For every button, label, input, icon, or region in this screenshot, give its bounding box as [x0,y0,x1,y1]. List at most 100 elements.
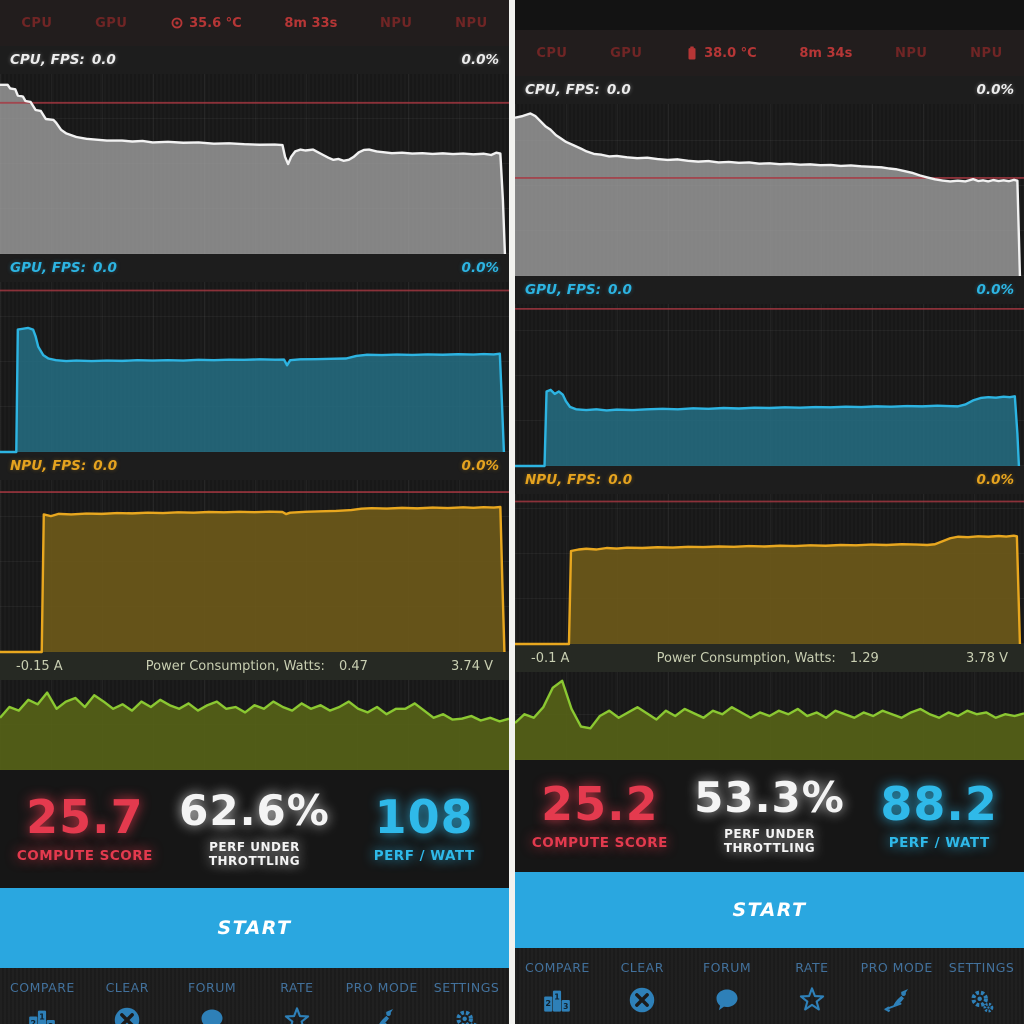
nav-item-label: SETTINGS [948,960,1015,975]
npu-fps-value: 0.0 [93,458,118,474]
nav-item-pro-mode[interactable]: PRO MODE [854,960,939,1024]
settings-icon [453,1006,481,1024]
nav-item-label: COMPARE [10,980,75,995]
throttling-score: 62.6% PERF UNDER THROTTLING [170,785,340,869]
npu-percent-value: 0.0% [976,472,1014,488]
nav-item-settings[interactable]: SETTINGS [424,980,509,1024]
power-consumption-chart [515,672,1024,760]
settings-icon [968,986,996,1014]
nav-item-pro-mode[interactable]: PRO MODE [339,980,424,1024]
rate-icon [283,1006,311,1024]
nav-item-label: FORUM [702,960,752,975]
perf-per-watt-label: PERF / WATT [373,848,475,864]
tab-gpu[interactable]: GPU [610,45,643,61]
compute-score-value: 25.2 [541,777,659,831]
npu-fps-value: 0.0 [608,472,633,488]
compare-icon: 213 [28,1006,56,1024]
watts-value: 1.29 [849,650,879,666]
compute-score: 25.7 COMPUTE SCORE [0,794,170,864]
tab-npu-1[interactable]: NPU [895,45,928,61]
nav-item-label: SETTINGS [433,980,500,995]
cpu-percent-value: 0.0% [976,82,1014,98]
voltage-value: 3.78 V [966,650,1008,666]
start-button[interactable]: START [515,872,1024,948]
cpu-utilization-chart [0,74,509,254]
bottom-nav: COMPARE 213 CLEAR FORUM RATE PRO MODE SETTINGS [0,968,509,1024]
perf-per-watt-label: PERF / WATT [888,835,990,851]
temperature-readout: 38.0 °C [685,46,757,61]
compute-score-label: COMPUTE SCORE [16,848,153,864]
tab-npu-2[interactable]: NPU [970,45,1003,61]
perf-per-watt-value: 88.2 [880,777,998,831]
cpu-fps-label: CPU, FPS: [10,52,85,68]
tab-gpu[interactable]: GPU [95,15,128,31]
throttling-score-label: PERF UNDER THROTTLING [208,839,301,868]
nav-item-clear[interactable]: CLEAR [600,960,685,1024]
power-consumption-chart [0,680,509,770]
battery-temperature-icon [685,46,699,60]
cpu-percent-value: 0.0% [461,52,499,68]
svg-text:1: 1 [555,991,561,1001]
power-readout-row: -0.15 A Power Consumption, Watts: 0.47 3.… [0,652,509,680]
nav-item-label: PRO MODE [345,980,418,995]
gpu-utilization-chart [515,304,1024,466]
svg-text:2: 2 [546,998,552,1008]
nav-item-label: CLEAR [620,960,664,975]
gpu-percent-value: 0.0% [461,260,499,276]
cpu-section-header: CPU, FPS: 0.0 0.0% [0,46,509,74]
screenshot-right: CPU GPU 38.0 °C 8m 34s NPU NPU CPU, FPS:… [515,0,1024,1024]
current-value: -0.15 A [16,658,63,674]
nav-item-forum[interactable]: FORUM [685,960,770,1024]
compute-score-value: 25.7 [26,790,144,844]
npu-section-header: NPU, FPS: 0.0 0.0% [0,452,509,480]
gpu-fps-label: GPU, FPS: [10,260,87,276]
svg-text:1: 1 [40,1011,46,1021]
throttling-score-label: PERF UNDER THROTTLING [723,826,816,855]
gpu-fps-value: 0.0 [608,282,632,298]
throttling-score-value: 62.6% [179,785,330,835]
current-value: -0.1 A [531,650,570,666]
temperature-icon [170,16,184,30]
throttling-score-value: 53.3% [694,772,845,822]
perf-per-watt-score: 108 PERF / WATT [339,794,509,864]
temperature-value: 38.0 °C [704,45,757,61]
top-bar: CPU GPU 38.0 °C 8m 34s NPU NPU [515,30,1024,76]
npu-section-header: NPU, FPS: 0.0 0.0% [515,466,1024,494]
npu-utilization-chart [0,480,509,652]
svg-text:3: 3 [564,1002,569,1011]
watts-value: 0.47 [338,658,368,674]
throttling-score: 53.3% PERF UNDER THROTTLING [685,772,855,856]
nav-item-forum[interactable]: FORUM [170,980,255,1024]
pro-mode-icon [883,986,911,1014]
clear-icon [628,986,656,1014]
compute-score: 25.2 COMPUTE SCORE [515,781,685,851]
tab-npu-2[interactable]: NPU [455,15,488,31]
start-button[interactable]: START [0,888,509,968]
temperature-value: 35.6 °C [189,15,242,31]
forum-icon [198,1006,226,1024]
nav-item-label: RATE [795,960,829,975]
tab-npu-1[interactable]: NPU [380,15,413,31]
gpu-section-header: GPU, FPS: 0.0 0.0% [0,254,509,282]
tab-cpu[interactable]: CPU [536,45,568,61]
temperature-readout: 35.6 °C [170,16,242,31]
gpu-utilization-chart [0,282,509,452]
voltage-value: 3.74 V [451,658,493,674]
scores-row: 25.2 COMPUTE SCORE 53.3% PERF UNDER THRO… [515,760,1024,872]
nav-item-compare[interactable]: COMPARE 213 [0,980,85,1024]
gpu-percent-value: 0.0% [976,282,1014,298]
nav-item-label: PRO MODE [860,960,933,975]
pro-mode-icon [368,1006,396,1024]
svg-text:2: 2 [31,1018,37,1024]
nav-item-rate[interactable]: RATE [254,980,339,1024]
nav-item-clear[interactable]: CLEAR [85,980,170,1024]
nav-item-rate[interactable]: RATE [769,960,854,1024]
elapsed-timer: 8m 33s [284,15,338,31]
tab-cpu[interactable]: CPU [21,15,53,31]
nav-item-label: RATE [280,980,314,995]
nav-item-settings[interactable]: SETTINGS [939,960,1024,1024]
cpu-fps-value: 0.0 [606,82,631,98]
npu-utilization-chart [515,494,1024,644]
svg-text:3: 3 [49,1022,54,1024]
